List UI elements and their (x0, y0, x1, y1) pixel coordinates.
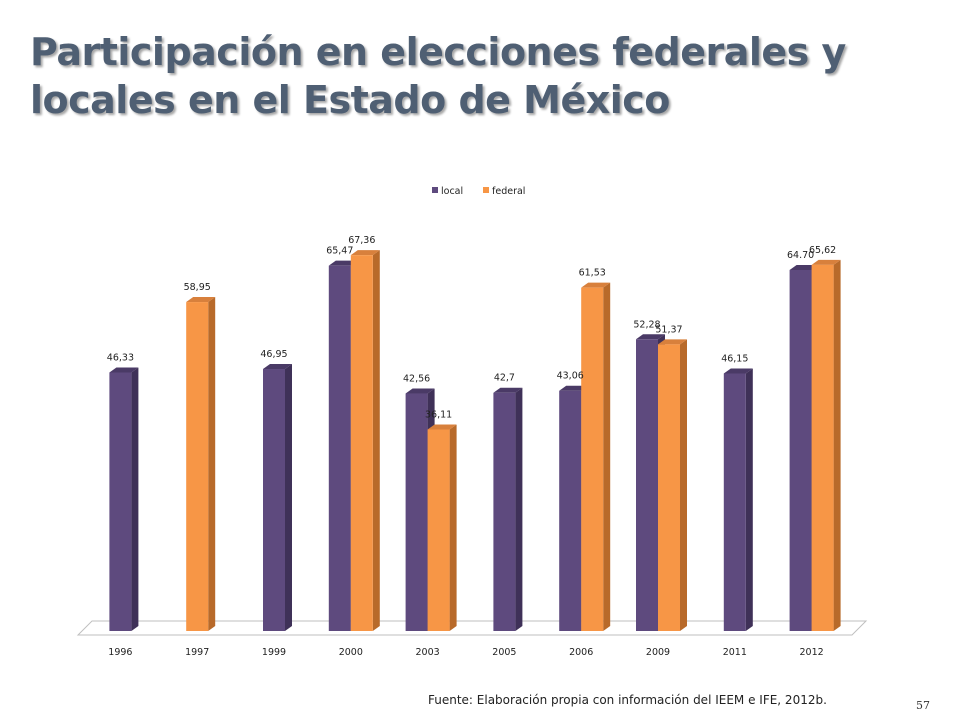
x-tick-2012: 2012 (800, 647, 824, 658)
bar-front-local-2006 (559, 390, 582, 631)
legend-label-federal: federal (492, 186, 525, 197)
bar-side-federal-1997 (208, 297, 216, 631)
bar-front-federal-2009 (658, 344, 680, 631)
bar-top-local-2009 (636, 334, 665, 340)
bar-local-2005 (493, 387, 523, 631)
bar-top-federal-2009 (658, 339, 687, 345)
bar-federal-2003 (427, 424, 457, 631)
bar-side-federal-2006 (603, 282, 611, 631)
bar-front-local-2003 (405, 393, 428, 631)
data-label-federal-2009: 51,37 (655, 324, 682, 335)
bar-side-local-1996 (131, 367, 139, 631)
bar-top-federal-2003 (427, 424, 457, 430)
data-label-federal-2000: 67,36 (348, 235, 375, 246)
bar-federal-1997 (186, 297, 216, 631)
bar-side-federal-2009 (680, 339, 687, 631)
bar-federal-2012 (811, 259, 841, 631)
bar-top-local-2011 (723, 368, 753, 374)
data-label-federal-1997: 58,95 (184, 282, 211, 293)
bar-front-local-2009 (636, 339, 658, 631)
data-label-local-2012: 64.70 (787, 250, 814, 261)
data-label-local-2003: 42,56 (403, 374, 430, 385)
legend-label-local: local (441, 186, 463, 197)
bar-side-federal-2000 (372, 250, 380, 631)
data-label-local-2005: 42,7 (494, 373, 515, 384)
data-label-federal-2003: 36,11 (425, 410, 452, 421)
bar-front-local-2005 (493, 392, 516, 631)
x-tick-1997: 1997 (185, 647, 209, 658)
legend: local federal (432, 186, 525, 197)
bar-front-local-1996 (109, 372, 132, 631)
x-tick-1996: 1996 (108, 647, 132, 658)
data-label-federal-2012: 65,62 (809, 245, 836, 256)
x-tick-2011: 2011 (723, 647, 747, 658)
data-label-local-1999: 46,95 (260, 349, 287, 360)
legend-item-federal: federal (483, 186, 525, 197)
bar-side-federal-2012 (833, 259, 841, 631)
slide-title: Participación en elecciones federales y … (30, 30, 846, 122)
bar-side-local-2005 (515, 387, 523, 631)
data-label-local-2000: 65,47 (326, 246, 353, 257)
bar-top-federal-2012 (811, 259, 841, 265)
legend-item-local: local (432, 186, 463, 197)
bar-local-1996 (109, 367, 139, 631)
data-label-local-2006: 43,06 (557, 371, 584, 382)
data-label-federal-2006: 61,53 (579, 268, 606, 279)
bar-side-local-1999 (285, 364, 292, 631)
x-tick-labels: 1996 1997 1999 2000 2003 2005 2006 2009 2011 2012 (108, 647, 823, 658)
data-label-local-2009: 52,28 (633, 319, 660, 330)
bar-front-federal-2003 (427, 429, 450, 631)
bar-front-federal-2000 (350, 255, 373, 631)
bar-top-local-2006 (559, 385, 589, 391)
x-tick-2003: 2003 (416, 647, 440, 658)
x-tick-2006: 2006 (569, 647, 593, 658)
bar-side-local-2011 (745, 368, 753, 631)
x-tick-2005: 2005 (492, 647, 516, 658)
bar-side-federal-2003 (449, 424, 457, 631)
bar-federal-2009 (658, 339, 687, 631)
legend-swatch-federal (483, 187, 489, 193)
source-note: Fuente: Elaboración propia con informaci… (428, 693, 827, 707)
bar-top-federal-2006 (581, 282, 611, 288)
bar-front-local-2011 (723, 373, 746, 631)
bar-front-federal-1997 (186, 302, 209, 631)
chart-bars (109, 250, 841, 631)
x-tick-2000: 2000 (339, 647, 363, 658)
bar-top-federal-2000 (350, 250, 380, 256)
bar-top-federal-1997 (186, 297, 216, 303)
bar-local-2011 (723, 368, 753, 631)
bar-top-local-2005 (493, 387, 523, 393)
data-label-local-1996: 46,33 (107, 352, 134, 363)
bar-federal-2000 (350, 250, 380, 631)
x-tick-2009: 2009 (646, 647, 670, 658)
bar-top-local-2012 (789, 264, 819, 270)
page-number: 57 (916, 699, 930, 712)
bar-top-local-1999 (263, 364, 292, 370)
bar-top-local-2000 (328, 260, 358, 266)
legend-swatch-local (432, 187, 438, 193)
bar-local-1999 (263, 364, 292, 631)
x-tick-1999: 1999 (262, 647, 286, 658)
bar-front-local-2012 (789, 269, 812, 631)
data-label-local-2011: 46,15 (721, 353, 748, 364)
bar-front-federal-2012 (811, 264, 834, 631)
bar-federal-2006 (581, 282, 611, 631)
bar-front-local-2000 (328, 265, 351, 631)
bar-front-local-1999 (263, 369, 285, 631)
bar-top-local-1996 (109, 367, 139, 373)
bar-front-federal-2006 (581, 287, 604, 631)
bar-top-local-2003 (405, 388, 435, 394)
